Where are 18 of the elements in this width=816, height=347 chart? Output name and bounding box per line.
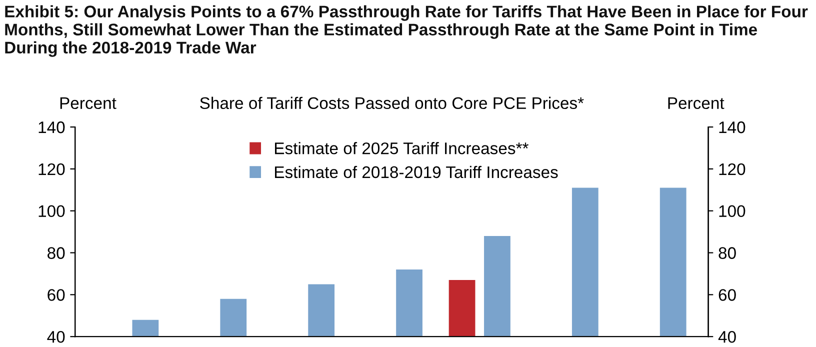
y-tick-label: 80 bbox=[48, 247, 65, 259]
y-tick-label: 120 bbox=[38, 163, 65, 176]
legend-label: Estimate of 2025 Tariff Increases** bbox=[275, 142, 528, 154]
y2-tick-label: 60 bbox=[718, 289, 736, 301]
chart-title: Exhibit 5: Our Analysis Points to a 67% Passthrough Rate for Tariffs That Have Been in Place for Four Months, Still Somewhat Lower Than the Estimated Passthrough Rate at the Same Point in Time During the 2018-2019 Trade War bbox=[5, 5, 808, 57]
y-tick-label: 40 bbox=[47, 330, 65, 343]
y2-tick-label: 80 bbox=[718, 247, 736, 259]
y-tick-label: 100 bbox=[38, 205, 65, 218]
y2-tick-label: 40 bbox=[718, 330, 736, 343]
y2-tick-label: 100 bbox=[719, 205, 746, 218]
y2-tick-label: 140 bbox=[719, 121, 746, 134]
y2-axis-title: Percent bbox=[668, 97, 724, 110]
chart-subtitle: Share of Tariff Costs Passed onto Core PCE Prices* bbox=[200, 96, 584, 110]
y-tick-label: 60 bbox=[48, 289, 65, 301]
y-tick-label: 140 bbox=[38, 121, 65, 134]
legend-label: Estimate of 2018-2019 Tariff Increases bbox=[275, 166, 558, 178]
y2-tick-label: 120 bbox=[719, 163, 746, 176]
y-axis-title: Percent bbox=[60, 97, 116, 110]
